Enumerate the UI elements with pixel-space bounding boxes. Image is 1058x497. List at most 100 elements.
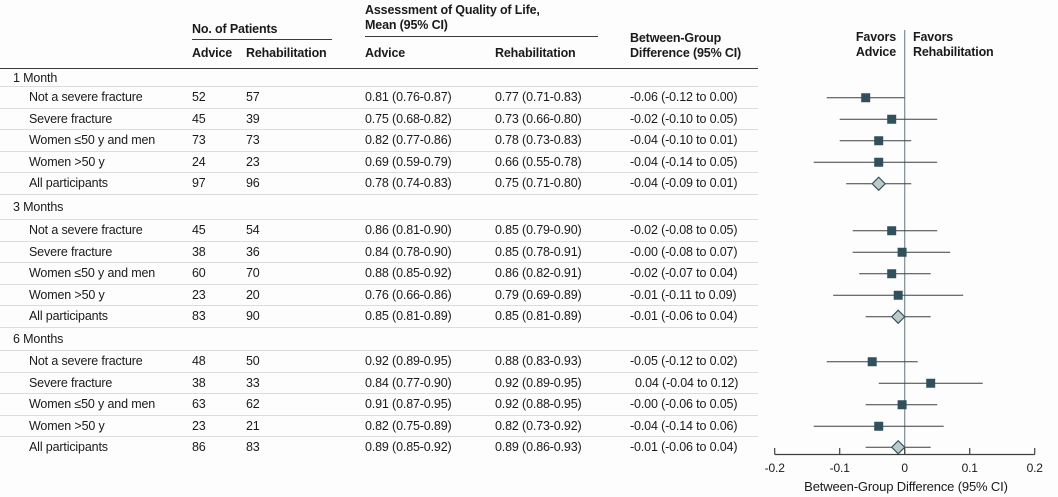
- table-row: Women ≤50 y and men 63 62 0.91 (0.87-0.95) 0…: [0, 394, 758, 416]
- qol-advice-cell: 0.82 (0.75-0.89): [365, 418, 452, 433]
- qol-rehab-cell: 0.89 (0.86-0.93): [495, 440, 582, 455]
- forest-marker-square: [887, 269, 897, 279]
- row-label: Severe fracture: [29, 111, 113, 126]
- diff-cell: -0.04 (-0.14 to 0.06): [630, 418, 738, 433]
- n-advice-cell: 48: [192, 354, 206, 369]
- row-label: Women >50 y: [29, 154, 105, 169]
- forest-marker-square: [874, 421, 884, 431]
- x-axis-label: Between-Group Difference (95% CI): [804, 479, 1008, 494]
- row-label: Not a severe fracture: [29, 90, 143, 105]
- x-axis-tick-label: 0.1: [962, 461, 979, 475]
- qol-rehab-cell: 0.79 (0.69-0.89): [495, 287, 582, 302]
- x-axis: -0.2 -0.1 0 0.1 0.2: [765, 448, 1043, 475]
- table-row: Women ≤50 y and men 60 70 0.88 (0.85-0.92) 0…: [0, 263, 758, 285]
- table-row: Not a severe fracture 52 57 0.81 (0.76-0.87…: [0, 87, 758, 109]
- row-label: Severe fracture: [29, 244, 113, 259]
- qol-advice-cell: 0.78 (0.74-0.83): [365, 176, 452, 191]
- qol-advice-cell: 0.76 (0.66-0.86): [365, 287, 452, 302]
- n-advice-cell: 73: [192, 133, 206, 148]
- table-row: All participants 86 83 0.89 (0.85-0.92) 0.89…: [0, 437, 758, 458]
- group-header-row: 1 Month: [0, 69, 758, 87]
- n-rehab-cell: 33: [246, 375, 260, 390]
- diff-cell: -0.04 (-0.09 to 0.01): [630, 176, 738, 191]
- x-axis-tick-label: -0.1: [830, 461, 851, 475]
- n-advice-cell: 38: [192, 375, 206, 390]
- forest-marker-square: [887, 226, 897, 236]
- row-label: All participants: [29, 176, 108, 191]
- n-advice-cell: 45: [192, 223, 206, 238]
- n-advice-cell: 97: [192, 176, 206, 191]
- row-label: Not a severe fracture: [29, 354, 143, 369]
- table-row: Women >50 y 23 20 0.76 (0.66-0.86) 0.79 (0.6…: [0, 285, 758, 306]
- qol-rehab-cell: 0.88 (0.83-0.93): [495, 354, 582, 369]
- table-row: Severe fracture 45 39 0.75 (0.68-0.82) 0.73 …: [0, 109, 758, 130]
- qol-advice-cell: 0.91 (0.87-0.95): [365, 397, 452, 412]
- diff-cell: -0.04 (-0.14 to 0.05): [630, 154, 738, 169]
- col-header-rehabilitation-qol: Rehabilitation: [495, 46, 576, 60]
- table-row: Women >50 y 23 21 0.82 (0.75-0.89) 0.82 (0.7…: [0, 416, 758, 437]
- qol-rehab-cell: 0.92 (0.89-0.95): [495, 375, 582, 390]
- group-label: 1 Month: [13, 70, 58, 85]
- qol-rehab-cell: 0.75 (0.71-0.80): [495, 176, 582, 191]
- diff-cell: 0.04 (-0.04 to 0.12): [635, 375, 739, 390]
- patients-group-header: No. of Patients: [192, 22, 278, 36]
- qol-rehab-cell: 0.78 (0.73-0.83): [495, 133, 582, 148]
- forest-marker-square: [874, 157, 884, 167]
- qol-rehab-cell: 0.82 (0.73-0.92): [495, 418, 582, 433]
- forest-marker-diamond: [890, 439, 906, 455]
- favors-advice-label: Advice: [856, 45, 896, 59]
- col-header-advice-n: Advice: [192, 46, 233, 60]
- row-label: Women >50 y: [29, 287, 105, 302]
- n-advice-cell: 86: [192, 440, 206, 455]
- n-rehab-cell: 57: [246, 90, 260, 105]
- n-rehab-cell: 20: [246, 287, 260, 302]
- group-label: 6 Months: [13, 331, 64, 346]
- n-advice-cell: 52: [192, 90, 206, 105]
- table-row: Not a severe fracture 48 50 0.92 (0.89-0.95…: [0, 351, 758, 373]
- forest-marker-square: [867, 357, 877, 367]
- diff-cell: -0.06 (-0.12 to 0.00): [630, 90, 738, 105]
- n-rehab-cell: 36: [246, 244, 260, 259]
- forest-marker-square: [926, 378, 936, 388]
- n-advice-cell: 23: [192, 287, 206, 302]
- row-label: Women >50 y: [29, 418, 105, 433]
- forest-marker-diamond: [871, 176, 887, 192]
- diff-cell: -0.02 (-0.08 to 0.05): [630, 223, 738, 238]
- table-row: Women >50 y 24 23 0.69 (0.59-0.79) 0.66 (0.5…: [0, 152, 758, 173]
- n-advice-cell: 63: [192, 397, 206, 412]
- n-rehab-cell: 62: [246, 397, 260, 412]
- row-label: Women ≤50 y and men: [29, 133, 156, 148]
- qol-group-header-line2: Mean (95% CI): [365, 18, 448, 32]
- qol-advice-cell: 0.86 (0.81-0.90): [365, 223, 452, 238]
- n-rehab-cell: 73: [246, 133, 260, 148]
- x-axis-tick-label: -0.2: [765, 461, 786, 475]
- qol-rehab-cell: 0.85 (0.79-0.90): [495, 223, 582, 238]
- forest-marker-square: [887, 114, 897, 124]
- forest-marker-square: [874, 136, 884, 146]
- forest-rows: [813, 93, 983, 455]
- qol-rehab-cell: 0.92 (0.88-0.95): [495, 397, 582, 412]
- forest-marker-square: [897, 400, 907, 410]
- between-group-header-line2: Difference (95% CI): [630, 46, 742, 60]
- between-group-header-line1: Between-Group: [630, 31, 722, 45]
- group-header-row: 6 Months: [0, 328, 758, 351]
- group-header-row: 3 Months: [0, 195, 758, 220]
- row-label: Women ≤50 y and men: [29, 397, 156, 412]
- qol-advice-cell: 0.69 (0.59-0.79): [365, 154, 452, 169]
- diff-cell: -0.01 (-0.06 to 0.04): [630, 309, 738, 324]
- n-advice-cell: 45: [192, 111, 206, 126]
- n-rehab-cell: 23: [246, 154, 260, 169]
- forest-marker-square: [861, 93, 871, 103]
- qol-advice-cell: 0.92 (0.89-0.95): [365, 354, 452, 369]
- diff-cell: -0.01 (-0.11 to 0.09): [630, 287, 737, 302]
- patients-header-underline: [192, 39, 332, 40]
- qol-rehab-cell: 0.85 (0.78-0.91): [495, 244, 582, 259]
- favors-advice-label: Favors: [856, 30, 896, 44]
- group-label: 3 Months: [13, 199, 64, 214]
- qol-rehab-cell: 0.66 (0.55-0.78): [495, 154, 582, 169]
- qol-rehab-cell: 0.86 (0.82-0.91): [495, 266, 582, 281]
- qol-rehab-cell: 0.85 (0.81-0.89): [495, 309, 582, 324]
- diff-cell: -0.00 (-0.06 to 0.05): [630, 397, 738, 412]
- n-rehab-cell: 39: [246, 111, 260, 126]
